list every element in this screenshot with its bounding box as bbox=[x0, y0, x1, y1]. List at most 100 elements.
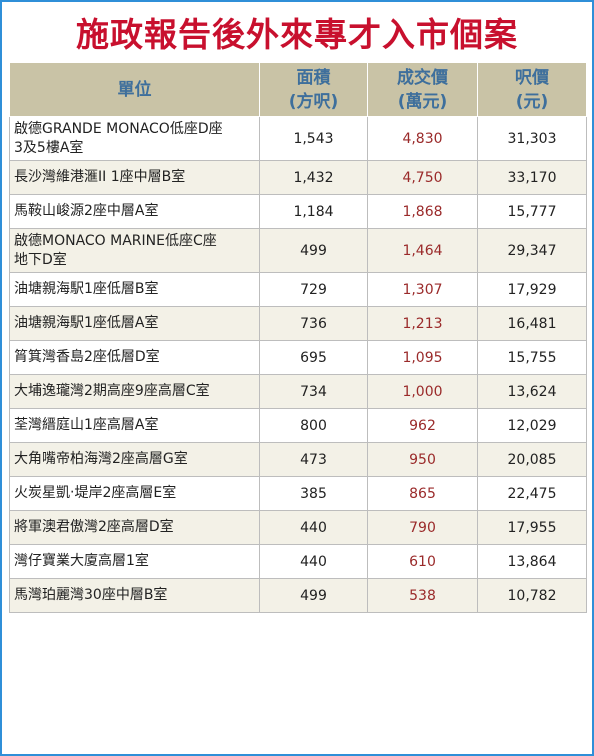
cell-area: 499 bbox=[259, 228, 368, 273]
cell-area: 499 bbox=[259, 578, 368, 613]
cell-unit: 啟德GRANDE MONACO低座D座 3及5樓A室 bbox=[9, 116, 260, 161]
cell-price: 950 bbox=[367, 442, 478, 477]
cell-unit: 筲箕灣香島2座低層D室 bbox=[9, 340, 260, 375]
cell-unit: 馬鞍山峻源2座中層A室 bbox=[9, 194, 260, 229]
cell-unit: 長沙灣維港滙II 1座中層B室 bbox=[9, 160, 260, 195]
cell-unit: 油塘親海駅1座低層A室 bbox=[9, 306, 260, 341]
table-row: 大角嘴帝柏海灣2座高層G室 473 950 20,085 bbox=[9, 442, 587, 477]
table-row: 馬鞍山峻源2座中層A室 1,184 1,868 15,777 bbox=[9, 194, 587, 229]
header-unit-label: 單位 bbox=[117, 79, 152, 100]
cell-psf: 33,170 bbox=[477, 160, 587, 195]
table-row: 大埔逸瓏灣2期高座9座高層C室 734 1,000 13,624 bbox=[9, 374, 587, 409]
table-row: 油塘親海駅1座低層A室 736 1,213 16,481 bbox=[9, 306, 587, 341]
cell-unit: 馬灣珀麗灣30座中層B室 bbox=[9, 578, 260, 613]
header-price-unit: (萬元) bbox=[397, 91, 448, 112]
unit-name: 火炭星凱‧堤岸2座高層E室 bbox=[14, 485, 177, 501]
cell-price: 4,830 bbox=[367, 116, 478, 161]
cell-price: 1,464 bbox=[367, 228, 478, 273]
cell-price: 1,095 bbox=[367, 340, 478, 375]
cell-psf: 17,929 bbox=[477, 272, 587, 307]
cell-psf: 29,347 bbox=[477, 228, 587, 273]
table-row: 啟德GRANDE MONACO低座D座 3及5樓A室 1,543 4,830 31,30… bbox=[9, 116, 587, 161]
cell-area: 736 bbox=[259, 306, 368, 341]
header-price: 成交價 (萬元) bbox=[367, 62, 478, 117]
unit-name: 長沙灣維港滙II 1座中層B室 bbox=[14, 169, 186, 185]
header-psf: 呎價 (元) bbox=[477, 62, 587, 117]
table-row: 油塘親海駅1座低層B室 729 1,307 17,929 bbox=[9, 272, 587, 307]
unit-name: 大埔逸瓏灣2期高座9座高層C室 bbox=[14, 383, 210, 399]
cell-area: 1,543 bbox=[259, 116, 368, 161]
cell-area: 440 bbox=[259, 510, 368, 545]
cell-psf: 15,777 bbox=[477, 194, 587, 229]
cell-area: 440 bbox=[259, 544, 368, 579]
unit-name-continued: 3及5樓A室 bbox=[14, 139, 84, 156]
cell-psf: 31,303 bbox=[477, 116, 587, 161]
transaction-table: 單位 面積 (方呎) 成交價 (萬元) 呎價 (元) 啟德GRANDE MONACO低… bbox=[9, 62, 587, 613]
cell-unit: 灣仔寶業大廈高層1室 bbox=[9, 544, 260, 579]
table-row: 筲箕灣香島2座低層D室 695 1,095 15,755 bbox=[9, 340, 587, 375]
unit-name: 啟德MONACO MARINE低座C座 bbox=[14, 232, 217, 249]
cell-psf: 13,864 bbox=[477, 544, 587, 579]
cell-psf: 15,755 bbox=[477, 340, 587, 375]
table-row: 荃灣縉庭山1座高層A室 800 962 12,029 bbox=[9, 408, 587, 443]
unit-name: 油塘親海駅1座低層B室 bbox=[14, 281, 159, 297]
unit-name-continued: 地下D室 bbox=[14, 251, 67, 268]
header-psf-unit: (元) bbox=[515, 91, 549, 112]
cell-unit: 荃灣縉庭山1座高層A室 bbox=[9, 408, 260, 443]
table-row: 灣仔寶業大廈高層1室 440 610 13,864 bbox=[9, 544, 587, 579]
cell-area: 800 bbox=[259, 408, 368, 443]
cell-price: 962 bbox=[367, 408, 478, 443]
table-row: 將軍澳君傲灣2座高層D室 440 790 17,955 bbox=[9, 510, 587, 545]
cell-area: 1,432 bbox=[259, 160, 368, 195]
table-row: 啟德MONACO MARINE低座C座 地下D室 499 1,464 29,347 bbox=[9, 228, 587, 273]
cell-area: 473 bbox=[259, 442, 368, 477]
cell-unit: 火炭星凱‧堤岸2座高層E室 bbox=[9, 476, 260, 511]
header-area-unit: (方呎) bbox=[288, 91, 339, 112]
unit-name: 馬鞍山峻源2座中層A室 bbox=[14, 203, 159, 219]
unit-name: 將軍澳君傲灣2座高層D室 bbox=[14, 519, 174, 535]
cell-unit: 將軍澳君傲灣2座高層D室 bbox=[9, 510, 260, 545]
cell-area: 734 bbox=[259, 374, 368, 409]
header-psf-label: 呎價 bbox=[515, 67, 549, 88]
table-row: 馬灣珀麗灣30座中層B室 499 538 10,782 bbox=[9, 578, 587, 613]
cell-price: 1,000 bbox=[367, 374, 478, 409]
cell-area: 1,184 bbox=[259, 194, 368, 229]
cell-area: 385 bbox=[259, 476, 368, 511]
cell-price: 790 bbox=[367, 510, 478, 545]
cell-psf: 12,029 bbox=[477, 408, 587, 443]
unit-name: 啟德GRANDE MONACO低座D座 bbox=[14, 120, 223, 137]
cell-price: 538 bbox=[367, 578, 478, 613]
cell-area: 695 bbox=[259, 340, 368, 375]
header-area-label: 面積 bbox=[296, 67, 331, 88]
unit-name: 馬灣珀麗灣30座中層B室 bbox=[14, 587, 168, 603]
cell-psf: 10,782 bbox=[477, 578, 587, 613]
cell-unit: 大角嘴帝柏海灣2座高層G室 bbox=[9, 442, 260, 477]
cell-psf: 22,475 bbox=[477, 476, 587, 511]
cell-area: 729 bbox=[259, 272, 368, 307]
cell-unit: 油塘親海駅1座低層B室 bbox=[9, 272, 260, 307]
header-price-label: 成交價 bbox=[397, 67, 448, 88]
cell-price: 865 bbox=[367, 476, 478, 511]
table-header-row: 單位 面積 (方呎) 成交價 (萬元) 呎價 (元) bbox=[9, 62, 587, 117]
cell-price: 4,750 bbox=[367, 160, 478, 195]
page-title: 施政報告後外來專才入市個案 bbox=[76, 15, 518, 54]
table-row: 長沙灣維港滙II 1座中層B室 1,432 4,750 33,170 bbox=[9, 160, 587, 195]
cell-price: 610 bbox=[367, 544, 478, 579]
cell-psf: 16,481 bbox=[477, 306, 587, 341]
cell-unit: 大埔逸瓏灣2期高座9座高層C室 bbox=[9, 374, 260, 409]
cell-psf: 20,085 bbox=[477, 442, 587, 477]
cell-unit: 啟德MONACO MARINE低座C座 地下D室 bbox=[9, 228, 260, 273]
header-area: 面積 (方呎) bbox=[259, 62, 368, 117]
cell-price: 1,868 bbox=[367, 194, 478, 229]
cell-price: 1,213 bbox=[367, 306, 478, 341]
table-row: 火炭星凱‧堤岸2座高層E室 385 865 22,475 bbox=[9, 476, 587, 511]
unit-name: 荃灣縉庭山1座高層A室 bbox=[14, 417, 159, 433]
unit-name: 油塘親海駅1座低層A室 bbox=[14, 315, 159, 331]
cell-price: 1,307 bbox=[367, 272, 478, 307]
header-unit: 單位 bbox=[9, 62, 260, 117]
cell-psf: 13,624 bbox=[477, 374, 587, 409]
unit-name: 大角嘴帝柏海灣2座高層G室 bbox=[14, 451, 188, 467]
cell-psf: 17,955 bbox=[477, 510, 587, 545]
unit-name: 筲箕灣香島2座低層D室 bbox=[14, 349, 160, 365]
